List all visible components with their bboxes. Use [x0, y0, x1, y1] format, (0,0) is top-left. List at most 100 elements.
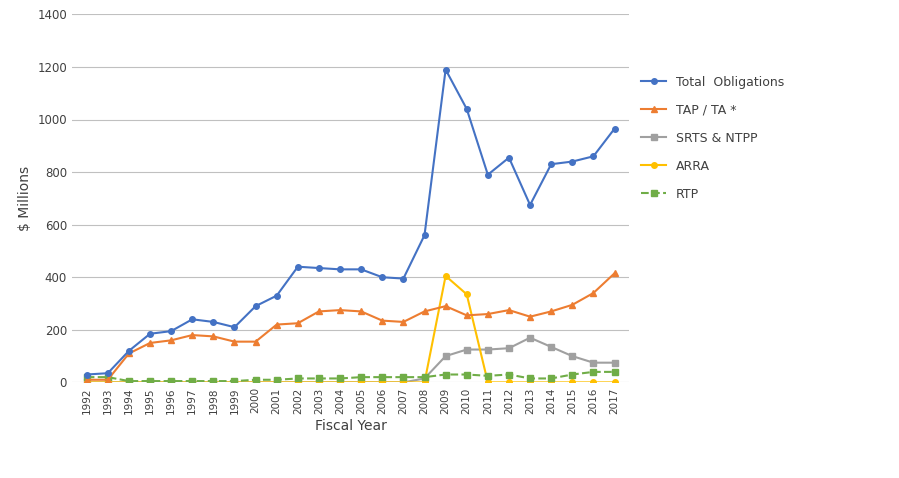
TAP / TA *: [483, 311, 494, 317]
ARRA: [292, 380, 303, 385]
TAP / TA *: [208, 334, 218, 339]
RTP: [567, 372, 578, 378]
SRTS & NTPP: [314, 380, 325, 385]
Line: TAP / TA *: TAP / TA *: [84, 271, 618, 382]
TAP / TA *: [525, 314, 536, 320]
RTP: [546, 376, 556, 381]
X-axis label: Fiscal Year: Fiscal Year: [315, 419, 387, 434]
ARRA: [567, 380, 578, 385]
TAP / TA *: [503, 307, 514, 313]
ARRA: [187, 380, 198, 385]
RTP: [123, 378, 134, 384]
SRTS & NTPP: [398, 380, 409, 385]
Legend: Total  Obligations, TAP / TA *, SRTS & NTPP, ARRA, RTP: Total Obligations, TAP / TA *, SRTS & NT…: [641, 76, 784, 201]
Total  Obligations: [398, 276, 409, 282]
ARRA: [250, 380, 261, 385]
SRTS & NTPP: [229, 380, 240, 385]
SRTS & NTPP: [123, 380, 134, 385]
ARRA: [398, 380, 409, 385]
SRTS & NTPP: [588, 360, 599, 366]
Total  Obligations: [441, 67, 451, 73]
Total  Obligations: [165, 328, 176, 334]
RTP: [314, 376, 325, 381]
Total  Obligations: [187, 316, 198, 322]
ARRA: [503, 380, 514, 385]
TAP / TA *: [250, 339, 261, 345]
SRTS & NTPP: [145, 380, 156, 385]
TAP / TA *: [441, 304, 451, 309]
ARRA: [314, 380, 325, 385]
RTP: [441, 372, 451, 378]
ARRA: [588, 380, 599, 385]
TAP / TA *: [567, 302, 578, 308]
RTP: [334, 376, 345, 381]
ARRA: [441, 273, 451, 279]
TAP / TA *: [187, 332, 198, 338]
Line: ARRA: ARRA: [84, 273, 618, 385]
TAP / TA *: [292, 320, 303, 326]
TAP / TA *: [356, 309, 367, 315]
TAP / TA *: [398, 319, 409, 325]
SRTS & NTPP: [461, 347, 472, 352]
ARRA: [356, 380, 367, 385]
Total  Obligations: [546, 162, 556, 167]
TAP / TA *: [610, 271, 620, 276]
SRTS & NTPP: [441, 353, 451, 359]
ARRA: [229, 380, 240, 385]
ARRA: [81, 380, 92, 385]
ARRA: [483, 380, 494, 385]
SRTS & NTPP: [483, 347, 494, 352]
Total  Obligations: [419, 232, 430, 238]
RTP: [271, 377, 282, 382]
ARRA: [271, 380, 282, 385]
RTP: [81, 374, 92, 380]
Total  Obligations: [123, 348, 134, 354]
SRTS & NTPP: [271, 380, 282, 385]
Total  Obligations: [81, 372, 92, 378]
TAP / TA *: [377, 318, 387, 324]
SRTS & NTPP: [503, 345, 514, 351]
Total  Obligations: [483, 172, 494, 178]
RTP: [503, 372, 514, 378]
RTP: [145, 378, 156, 384]
Total  Obligations: [208, 319, 218, 325]
TAP / TA *: [334, 307, 345, 313]
ARRA: [102, 380, 113, 385]
Line: RTP: RTP: [84, 369, 618, 384]
Total  Obligations: [334, 267, 345, 272]
RTP: [250, 377, 261, 382]
SRTS & NTPP: [208, 380, 218, 385]
TAP / TA *: [271, 322, 282, 327]
TAP / TA *: [165, 337, 176, 343]
ARRA: [525, 380, 536, 385]
TAP / TA *: [102, 377, 113, 382]
Line: Total  Obligations: Total Obligations: [84, 67, 618, 377]
RTP: [187, 378, 198, 384]
RTP: [419, 374, 430, 380]
RTP: [229, 378, 240, 384]
SRTS & NTPP: [610, 360, 620, 366]
ARRA: [123, 380, 134, 385]
Total  Obligations: [145, 331, 156, 337]
TAP / TA *: [314, 309, 325, 315]
TAP / TA *: [229, 339, 240, 345]
Line: SRTS & NTPP: SRTS & NTPP: [84, 335, 618, 385]
TAP / TA *: [546, 309, 556, 315]
Total  Obligations: [461, 106, 472, 112]
Total  Obligations: [292, 264, 303, 270]
TAP / TA *: [81, 377, 92, 382]
RTP: [588, 369, 599, 375]
RTP: [398, 374, 409, 380]
ARRA: [334, 380, 345, 385]
SRTS & NTPP: [356, 380, 367, 385]
SRTS & NTPP: [419, 376, 430, 381]
Total  Obligations: [525, 202, 536, 208]
SRTS & NTPP: [81, 380, 92, 385]
RTP: [377, 374, 387, 380]
TAP / TA *: [461, 313, 472, 318]
SRTS & NTPP: [334, 380, 345, 385]
ARRA: [145, 380, 156, 385]
RTP: [483, 373, 494, 379]
Total  Obligations: [567, 159, 578, 164]
Total  Obligations: [271, 293, 282, 298]
